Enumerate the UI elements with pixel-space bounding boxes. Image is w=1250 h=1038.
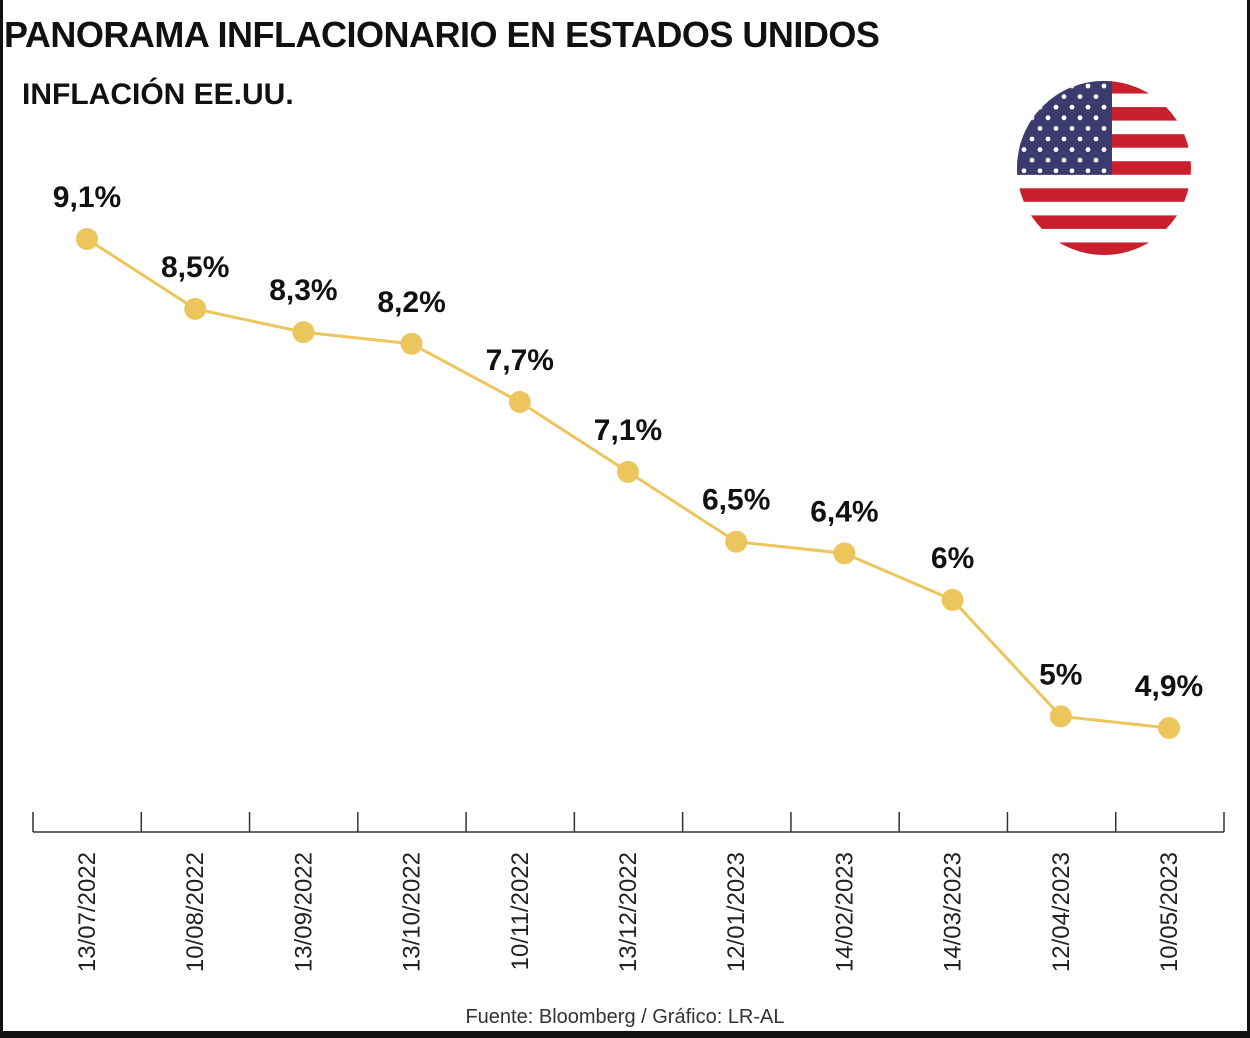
x-tick-label: 10/05/2023 [1156, 852, 1183, 972]
flag-star [1077, 136, 1083, 142]
flag-star [1101, 83, 1107, 89]
x-tick-label: 13/07/2022 [74, 852, 101, 972]
data-label: 7,1% [594, 414, 662, 447]
data-point [508, 391, 531, 413]
data-label: 6,5% [702, 484, 770, 517]
data-label: 8,2% [377, 286, 445, 319]
flag-star [1045, 136, 1051, 142]
flag-star [1069, 168, 1075, 174]
flag-star [1061, 136, 1067, 142]
x-tick-label: 13/10/2022 [399, 852, 426, 972]
flag-star [1061, 157, 1067, 163]
flag-star [1085, 125, 1091, 131]
flag-star [1061, 115, 1067, 121]
flag-star [1101, 104, 1107, 110]
chart-title: PANORAMA INFLACIONARIO EN ESTADOS UNIDOS [4, 14, 880, 55]
x-axis [32, 812, 1225, 833]
data-label: 8,3% [269, 274, 337, 307]
series-line [86, 237, 1170, 730]
data-point [941, 588, 964, 611]
data-label: 8,5% [161, 251, 229, 284]
flag-star [1053, 168, 1059, 174]
frame-bottom-border [0, 1031, 1250, 1038]
x-tick-labels: 13/07/2022 10/08/2022 13/09/2022 13/10/2022… [74, 852, 1183, 972]
data-point [76, 228, 98, 250]
flag-star [1021, 168, 1027, 174]
flag-star [1045, 115, 1051, 121]
chart-subtitle: INFLACIÓN EE.UU. [22, 78, 294, 111]
flag-star [1069, 125, 1075, 131]
flag-star [1077, 115, 1083, 121]
data-point [184, 297, 207, 320]
flag-stripe [1017, 174, 1191, 189]
flag-star [1101, 168, 1107, 174]
data-label: 7,7% [486, 344, 554, 377]
flag-stripe [1017, 228, 1191, 243]
x-tick-label: 13/12/2022 [615, 852, 642, 972]
flag-star [1093, 115, 1099, 121]
flag-stripe [1017, 215, 1191, 230]
flag-star [1061, 94, 1067, 99]
flag-star [1029, 157, 1035, 163]
x-tick-label: 14/03/2023 [940, 852, 967, 972]
frame-left-border [0, 0, 3, 1038]
usa-flag-icon [1017, 81, 1191, 255]
flag-star [1037, 147, 1043, 152]
flag-star [1053, 104, 1059, 110]
data-label: 6,4% [810, 495, 878, 528]
data-label: 4,9% [1135, 670, 1203, 703]
flag-star [1069, 104, 1075, 110]
flag-star [1053, 125, 1059, 131]
flag-star [1085, 83, 1091, 89]
x-tick-label: 13/09/2022 [290, 852, 317, 972]
data-point [1049, 705, 1072, 728]
x-tick-label: 10/08/2022 [182, 852, 209, 972]
data-point [833, 542, 856, 565]
series [76, 228, 1180, 739]
flag-star [1037, 168, 1043, 174]
x-tick-label: 12/04/2023 [1048, 852, 1075, 972]
flag-star [1085, 168, 1091, 174]
flag-star [1029, 136, 1035, 142]
data-point [400, 332, 423, 355]
flag-star [1077, 94, 1083, 99]
flag-star [1021, 147, 1027, 152]
data-point [725, 530, 748, 553]
x-tick-label: 12/01/2023 [723, 852, 750, 972]
flag-star [1093, 136, 1099, 142]
flag-star [1085, 104, 1091, 110]
flag-star [1037, 125, 1043, 131]
flag-star [1053, 147, 1059, 152]
x-tick-label: 10/11/2022 [507, 852, 534, 970]
x-tick-label: 14/02/2023 [831, 852, 858, 972]
flag-star [1093, 94, 1099, 99]
flag-star [1069, 147, 1075, 152]
flag-star [1101, 147, 1107, 152]
data-point [292, 321, 315, 344]
flag-star [1077, 157, 1083, 163]
data-labels: 9,1% 8,5% 8,3% 8,2% 7,7% 7,1% 6,5% 6,4% 6% 5% 4,9% [53, 181, 1203, 703]
frame-right-border [1247, 0, 1250, 1038]
flag-star [1045, 157, 1051, 163]
flag-star [1093, 157, 1099, 163]
source-note: Fuente: Bloomberg / Gráfico: LR-AL [465, 1006, 785, 1028]
data-point [1158, 717, 1180, 739]
flag-stripe [1017, 188, 1191, 203]
data-point [617, 460, 639, 483]
flag-star [1101, 125, 1107, 131]
data-label: 5% [1039, 658, 1082, 691]
flag-star [1085, 147, 1091, 152]
flag-stripe [1017, 201, 1191, 216]
data-label: 6% [931, 542, 974, 575]
data-label: 9,1% [53, 181, 121, 214]
